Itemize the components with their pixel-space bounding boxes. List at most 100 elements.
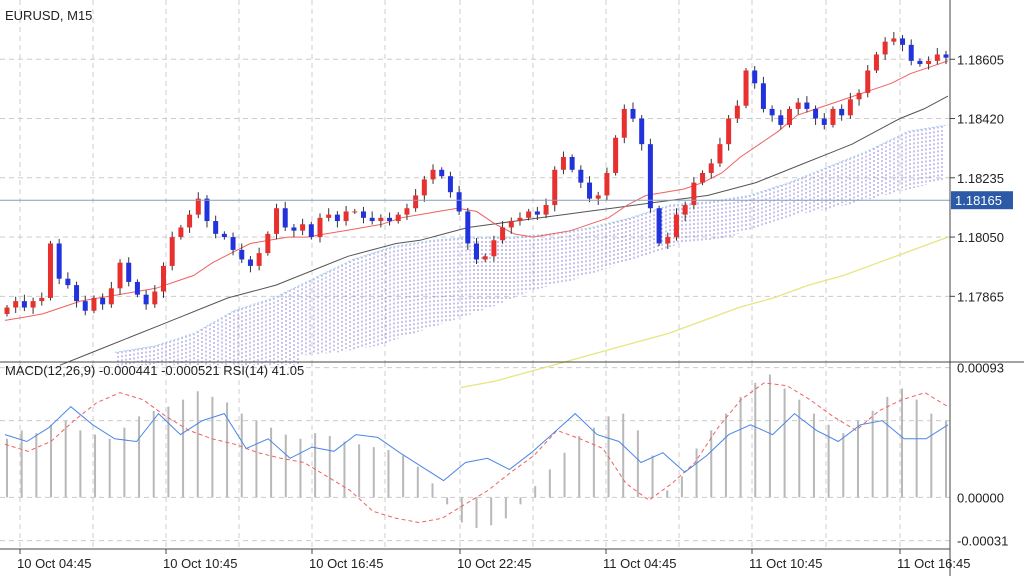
candle-bull xyxy=(726,118,732,145)
indicator-axis-labels: 0.00093 0.00000 -0.00031 xyxy=(957,361,1008,549)
candle-bull xyxy=(934,54,940,61)
candle-bear xyxy=(82,301,88,311)
candle-bear xyxy=(769,108,775,116)
candle-bull xyxy=(552,169,558,206)
candle-bull xyxy=(317,217,323,238)
candles xyxy=(4,32,949,317)
candle-bull xyxy=(30,301,36,308)
candle-bear xyxy=(447,176,453,193)
indicator-tick-label: -0.00031 xyxy=(957,534,1008,549)
candle-bear xyxy=(900,38,906,45)
candle-bull xyxy=(847,99,853,116)
candle-bear xyxy=(439,169,445,177)
candle-bull xyxy=(673,214,679,238)
candle-bull xyxy=(187,214,193,228)
time-tick-label: 10 Oct 16:45 xyxy=(309,556,383,571)
candle-bull xyxy=(830,108,836,125)
candle-bear xyxy=(247,259,253,266)
candle-bear xyxy=(143,294,149,305)
candle-bull xyxy=(882,41,888,55)
candle-bear xyxy=(74,285,80,302)
candle-bear xyxy=(21,301,27,308)
ichimoku-cloud xyxy=(114,124,949,366)
candle-bull xyxy=(795,102,801,109)
candle-bull xyxy=(856,92,862,100)
candle-bull xyxy=(700,172,706,183)
indicator-pane[interactable] xyxy=(0,362,950,549)
candle-bull xyxy=(343,211,349,222)
candle-bull xyxy=(413,195,419,209)
candle-bear xyxy=(760,83,766,109)
candle-bull xyxy=(108,288,114,305)
candle-bull xyxy=(265,233,271,254)
ma-slow-line xyxy=(459,236,949,389)
candle-bear xyxy=(821,118,827,125)
candle-bull xyxy=(91,297,97,311)
candle-bull xyxy=(508,221,514,228)
candle-bull xyxy=(691,182,697,206)
candle-bull xyxy=(500,227,506,241)
candle-bull xyxy=(682,205,688,215)
current-price-badge xyxy=(951,191,1013,210)
candle-bear xyxy=(656,208,662,244)
candle-bull xyxy=(13,301,19,308)
price-tick-label: 1.18050 xyxy=(957,230,1004,245)
candle-bear xyxy=(839,108,845,116)
candle-bull xyxy=(491,240,497,257)
candle-bear xyxy=(65,278,71,286)
candle-bull xyxy=(526,211,532,218)
time-tick-label: 10 Oct 22:45 xyxy=(457,556,531,571)
candle-bear xyxy=(387,217,393,222)
candle-bull xyxy=(430,169,436,180)
candle-bull xyxy=(256,253,262,266)
candle-bear xyxy=(239,249,245,260)
candle-bear xyxy=(778,115,784,125)
candle-bull xyxy=(4,307,10,314)
candle-bear xyxy=(569,156,575,170)
price-tick-label: 1.17865 xyxy=(957,289,1004,304)
candle-bear xyxy=(474,243,479,260)
time-tick-label: 10 Oct 10:45 xyxy=(163,556,237,571)
candle-bull xyxy=(665,237,671,244)
candle-bull xyxy=(421,179,427,196)
candle-bull xyxy=(926,60,932,65)
time-tick-label: 10 Oct 04:45 xyxy=(17,556,91,571)
candle-bear xyxy=(647,144,653,209)
signal-line xyxy=(4,382,949,524)
candle-bull xyxy=(543,205,549,215)
candle-bull xyxy=(352,211,358,213)
candle-bear xyxy=(534,211,540,215)
candle-bear xyxy=(334,214,340,222)
candle-bear xyxy=(230,237,236,250)
indicator-tick-label: 0.00093 xyxy=(957,361,1004,376)
candle-bear xyxy=(308,224,314,238)
candle-bull xyxy=(891,38,897,42)
price-pane[interactable] xyxy=(0,0,950,389)
cloud-span-a xyxy=(114,124,949,353)
indicator-grid xyxy=(0,362,950,549)
candle-bull xyxy=(404,208,410,215)
candle-bull xyxy=(560,156,566,170)
candle-bull xyxy=(39,297,45,302)
symbol-title: EURUSD, M15 xyxy=(5,8,92,23)
candle-bull xyxy=(621,108,627,138)
indicator-tick-label: 0.00000 xyxy=(957,490,1004,505)
candle-bull xyxy=(717,144,723,164)
candle-bull xyxy=(865,70,871,93)
candle-bull xyxy=(613,137,619,173)
candle-bull xyxy=(169,237,175,266)
ma-mid-line xyxy=(59,95,949,366)
candle-bear xyxy=(291,227,297,231)
candle-bull xyxy=(178,227,184,238)
candle-bull xyxy=(482,256,488,260)
price-axis-labels: 1.18605 1.18420 1.18235 1.18050 1.17865 xyxy=(950,52,1004,304)
candle-bull xyxy=(743,70,749,106)
candle-bear xyxy=(456,192,462,212)
candle-bear xyxy=(56,243,62,279)
candle-bear xyxy=(943,54,949,58)
indicator-header: MACD(12,26,9) -0.000441 -0.000521 RSI(14… xyxy=(5,363,304,378)
candle-bull xyxy=(395,214,401,222)
price-tick-label: 1.18605 xyxy=(957,52,1004,67)
candle-bear xyxy=(221,233,227,238)
